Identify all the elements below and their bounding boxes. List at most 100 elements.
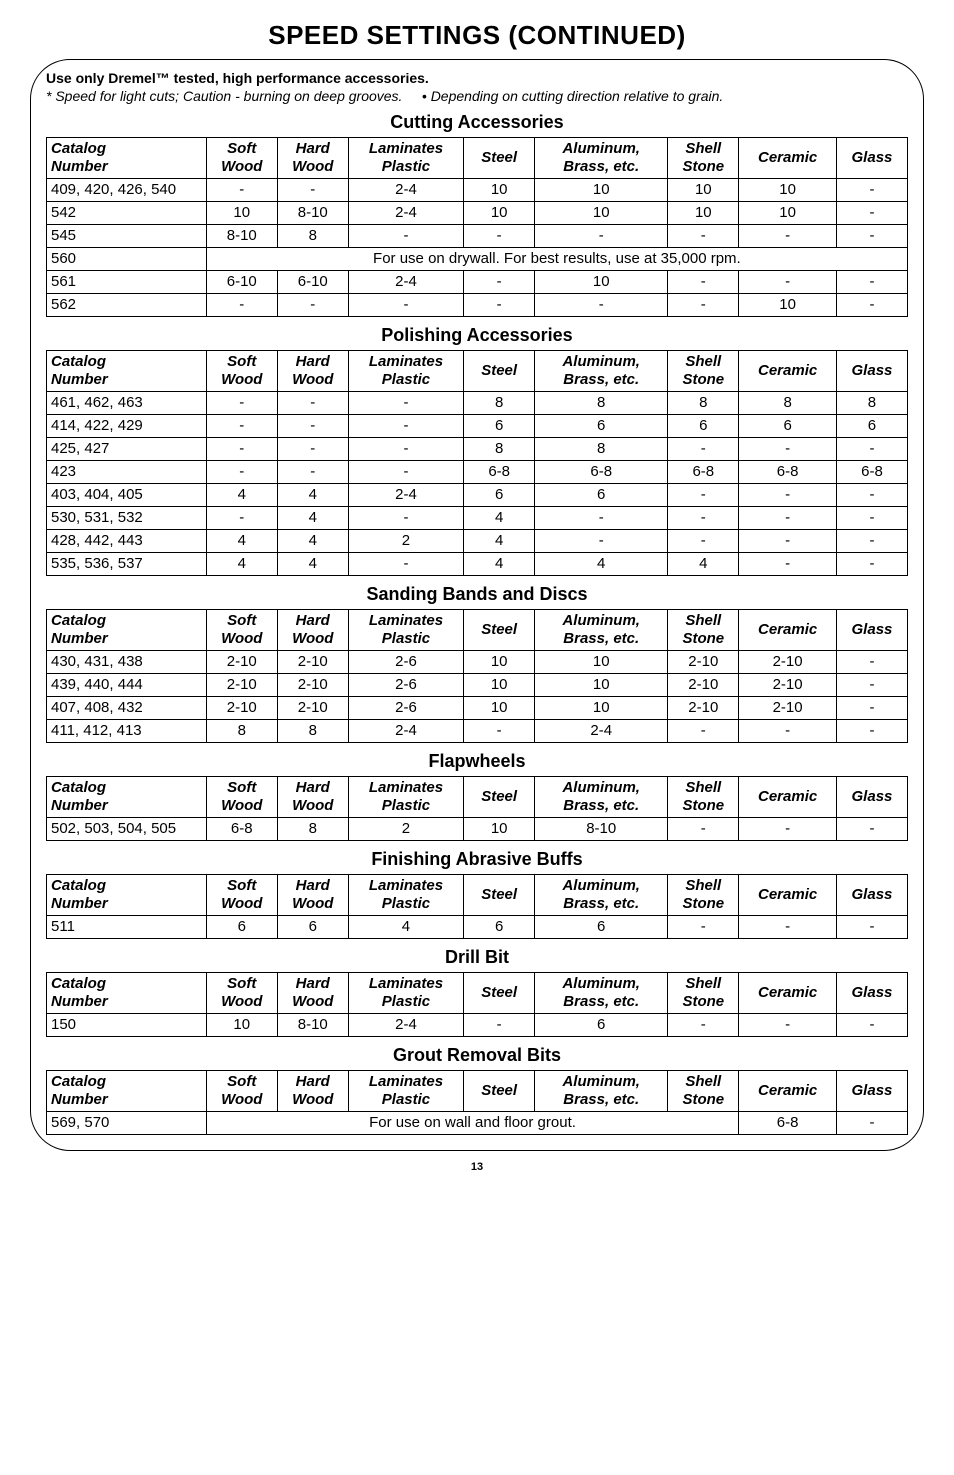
value-cell: - xyxy=(668,438,739,461)
col-header: ShellStone xyxy=(668,777,739,818)
page-number: 13 xyxy=(30,1161,924,1173)
col-header: HardWood xyxy=(277,875,348,916)
table-row: 150108-102-4-6--- xyxy=(47,1014,908,1037)
col-header: Ceramic xyxy=(739,777,837,818)
value-cell: - xyxy=(668,1014,739,1037)
col-header: CatalogNumber xyxy=(47,973,207,1014)
speed-table: CatalogNumberSoftWoodHardWoodLaminatesPl… xyxy=(46,350,908,576)
col-header: Steel xyxy=(464,138,535,179)
col-header: CatalogNumber xyxy=(47,1071,207,1112)
table-row: 5458-108------ xyxy=(47,225,908,248)
value-cell: - xyxy=(668,271,739,294)
value-cell: - xyxy=(836,438,907,461)
content-frame: Use only Dremel™ tested, high performanc… xyxy=(30,59,924,1151)
value-cell: - xyxy=(739,271,837,294)
col-header: CatalogNumber xyxy=(47,351,207,392)
section-title: Grout Removal Bits xyxy=(46,1045,908,1066)
value-cell: 10 xyxy=(464,202,535,225)
table-row: 407, 408, 4322-102-102-610102-102-10- xyxy=(47,697,908,720)
speed-table: CatalogNumberSoftWoodHardWoodLaminatesPl… xyxy=(46,776,908,841)
value-cell: 2-10 xyxy=(668,674,739,697)
col-header: Glass xyxy=(836,1071,907,1112)
value-cell: 6-8 xyxy=(836,461,907,484)
value-cell: - xyxy=(739,507,837,530)
catalog-cell: 411, 412, 413 xyxy=(47,720,207,743)
section-title: Drill Bit xyxy=(46,947,908,968)
col-header: SoftWood xyxy=(206,875,277,916)
col-header: HardWood xyxy=(277,138,348,179)
value-cell: 6 xyxy=(739,415,837,438)
value-cell: - xyxy=(668,507,739,530)
value-cell: 8 xyxy=(535,392,668,415)
value-cell: - xyxy=(277,392,348,415)
value-cell: 6 xyxy=(464,415,535,438)
value-cell: - xyxy=(277,415,348,438)
value-cell: - xyxy=(464,720,535,743)
value-cell: - xyxy=(836,720,907,743)
value-cell: 4 xyxy=(464,530,535,553)
value-cell: 2-6 xyxy=(348,697,463,720)
section-title: Sanding Bands and Discs xyxy=(46,584,908,605)
value-cell: 10 xyxy=(535,674,668,697)
table-row: 430, 431, 4382-102-102-610102-102-10- xyxy=(47,651,908,674)
value-cell: - xyxy=(836,1014,907,1037)
value-cell: 6-8 xyxy=(206,818,277,841)
value-cell: - xyxy=(739,484,837,507)
catalog-cell: 562 xyxy=(47,294,207,317)
value-cell: 8 xyxy=(206,720,277,743)
value-cell: - xyxy=(348,461,463,484)
value-cell: 2-10 xyxy=(277,697,348,720)
value-cell: 6 xyxy=(836,415,907,438)
value-cell: 10 xyxy=(464,179,535,202)
value-cell: - xyxy=(464,1014,535,1037)
col-header: SoftWood xyxy=(206,777,277,818)
value-cell: - xyxy=(668,484,739,507)
value-cell: - xyxy=(668,720,739,743)
value-cell: - xyxy=(668,225,739,248)
value-cell: - xyxy=(836,916,907,939)
col-header: Steel xyxy=(464,1071,535,1112)
col-header: CatalogNumber xyxy=(47,777,207,818)
col-header: ShellStone xyxy=(668,1071,739,1112)
value-cell: 10 xyxy=(535,651,668,674)
value-cell: 6-10 xyxy=(206,271,277,294)
value-cell: - xyxy=(668,530,739,553)
value-cell: 2-6 xyxy=(348,651,463,674)
catalog-cell: 535, 536, 537 xyxy=(47,553,207,576)
speed-table: CatalogNumberSoftWoodHardWoodLaminatesPl… xyxy=(46,1070,908,1135)
catalog-cell: 530, 531, 532 xyxy=(47,507,207,530)
col-header: Glass xyxy=(836,351,907,392)
value-cell: 2-6 xyxy=(348,674,463,697)
catalog-cell: 430, 431, 438 xyxy=(47,651,207,674)
value-cell: 6 xyxy=(535,1014,668,1037)
col-header: HardWood xyxy=(277,973,348,1014)
value-cell: - xyxy=(535,294,668,317)
value-cell: - xyxy=(739,438,837,461)
subhead-bold: Use only Dremel™ tested, high performanc… xyxy=(46,70,429,86)
col-header: Ceramic xyxy=(739,138,837,179)
value-cell: 2-10 xyxy=(206,651,277,674)
catalog-cell: 425, 427 xyxy=(47,438,207,461)
value-cell: 6-8 xyxy=(464,461,535,484)
value-cell: - xyxy=(535,530,668,553)
value-cell: - xyxy=(348,553,463,576)
value-cell: 2-4 xyxy=(348,202,463,225)
value-cell: - xyxy=(464,271,535,294)
value-cell: 10 xyxy=(668,179,739,202)
value-cell: - xyxy=(739,553,837,576)
col-header: CatalogNumber xyxy=(47,875,207,916)
value-cell: 10 xyxy=(739,294,837,317)
catalog-cell: 407, 408, 432 xyxy=(47,697,207,720)
section-title: Finishing Abrasive Buffs xyxy=(46,849,908,870)
col-header: SoftWood xyxy=(206,973,277,1014)
catalog-cell: 403, 404, 405 xyxy=(47,484,207,507)
col-header: Steel xyxy=(464,777,535,818)
value-cell: - xyxy=(277,179,348,202)
value-cell: 10 xyxy=(668,202,739,225)
value-cell: - xyxy=(277,438,348,461)
value-cell: 10 xyxy=(464,697,535,720)
value-cell: - xyxy=(836,697,907,720)
value-cell: 2-10 xyxy=(277,651,348,674)
col-header: Ceramic xyxy=(739,973,837,1014)
col-header: LaminatesPlastic xyxy=(348,610,463,651)
